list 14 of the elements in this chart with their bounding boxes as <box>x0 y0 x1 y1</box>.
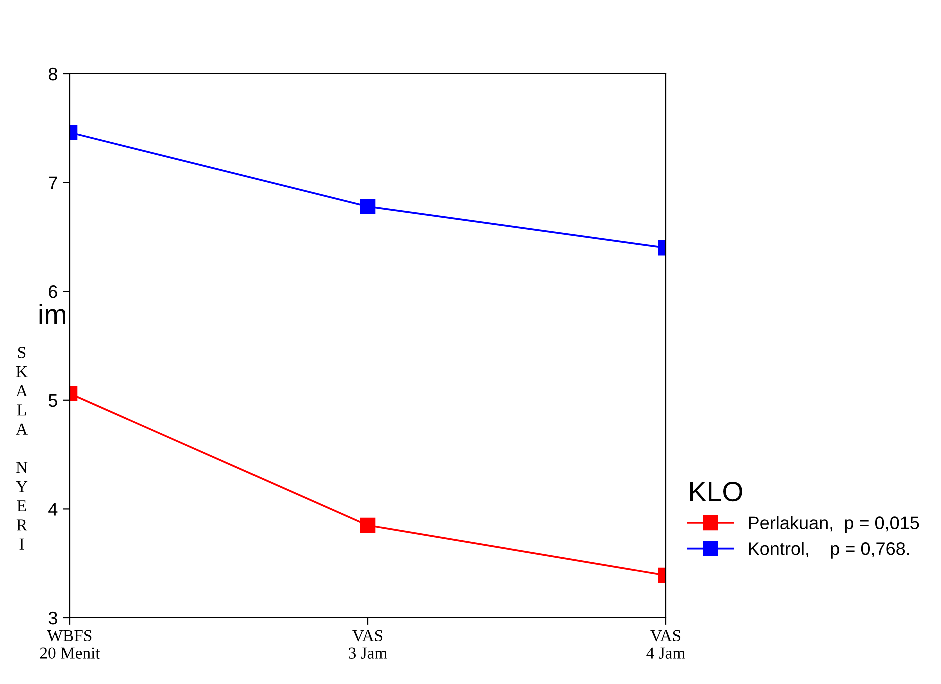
x-tick-label: VAS 4 Jam <box>646 630 686 659</box>
y-tick-label: 7 <box>49 176 58 190</box>
text: SKALA NYERI <box>16 347 28 550</box>
legend-title: KLO <box>690 482 742 502</box>
y-tick-label: 3 <box>48 612 58 625</box>
y-tick-label: 4 <box>48 503 58 516</box>
x-tick-label: VAS 3 Jam <box>349 630 388 659</box>
text: im <box>40 304 66 324</box>
x-tick-label: WBFS 20 Menit <box>40 630 100 659</box>
legend-label: Perlakuan, p = 0,015 <box>749 516 920 534</box>
y-tick-label: 5 <box>48 394 58 408</box>
legend-label: Kontrol, p = 0,768. <box>749 542 910 559</box>
y-tick-label: 8 <box>48 68 58 81</box>
y-tick-label: 6 <box>49 286 58 298</box>
